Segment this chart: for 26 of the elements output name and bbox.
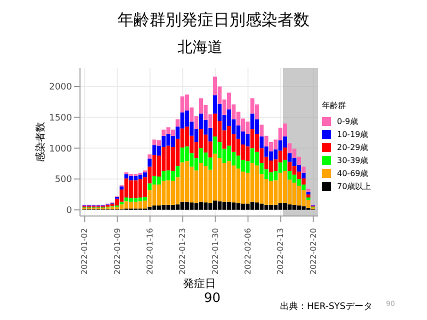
text: 90 <box>204 291 221 306</box>
x-tick-label: 2022-01-16 <box>146 228 154 274</box>
y-tick-label: 2000 <box>49 82 72 93</box>
x-tick-label: 2022-02-20 <box>308 228 318 274</box>
x-tick-label: 2022-01-02 <box>80 228 90 274</box>
legend-label: 0-9歳 <box>336 116 360 128</box>
x-tick-label: 2022-01-23 <box>178 228 188 274</box>
legend-label: 10-19歳 <box>336 129 370 141</box>
x-tick-label: 2022-01-30 <box>210 228 220 274</box>
chart-subtitle: 北海道 <box>176 38 224 57</box>
x-tick-label: 2022-02-06 <box>244 228 252 274</box>
y-tick-label: 500 <box>54 175 72 186</box>
source-note: 出典：HER-SYSデータ <box>280 300 373 313</box>
legend-label: 30-39歳 <box>336 155 370 167</box>
x-tick-label: 2022-01-09 <box>112 228 122 274</box>
y-tick-label: 1500 <box>49 114 72 124</box>
x-tick-label: 2022-02-13 <box>276 228 286 274</box>
y-tick-label: 0 <box>66 206 72 216</box>
legend-label: 20-29歳 <box>336 142 370 154</box>
y-axis-title: 感染者数 <box>34 122 47 162</box>
y-tick-label: 1000 <box>49 144 72 154</box>
legend-title: 年齢群 <box>322 100 347 111</box>
x-axis-title: 発症日 <box>183 276 216 291</box>
chart-title: 年齢群別発症日別感染者数 <box>116 10 310 31</box>
legend-label: 70歳以上 <box>336 181 372 193</box>
legend-label: 40-69歳 <box>336 168 370 180</box>
